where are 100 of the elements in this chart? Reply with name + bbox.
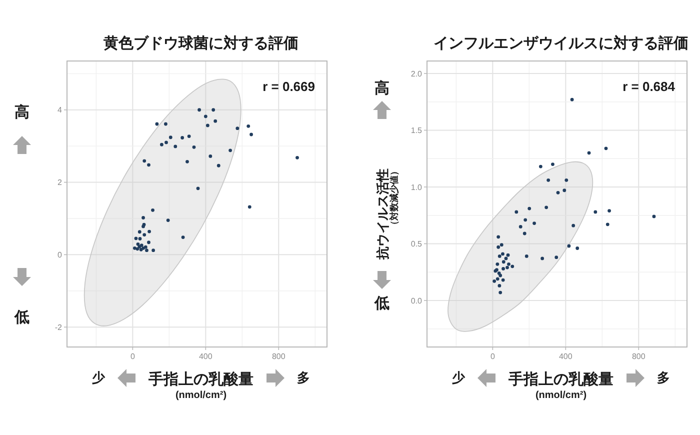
point [498,290,502,294]
text: 多 [657,370,670,385]
annotation: r = 0.669 [262,79,315,94]
point [564,178,568,182]
point [500,243,504,247]
point [138,230,142,234]
annotation: r = 0.684 [622,79,676,94]
point [522,232,526,236]
x-tick-label: 0 [490,352,496,361]
x-tick-label: 800 [632,352,646,361]
point [186,160,189,164]
point [496,277,500,281]
y-tick-label: 1.0 [410,182,423,192]
chart-title: インフルエンザウイルスに対する評価 [434,34,688,52]
y-tick-label: 0 [58,250,63,260]
y-tick-label: 2.0 [410,69,423,78]
point [507,262,510,266]
point [212,108,216,112]
text: 低 [14,309,30,326]
y-tick-label: -2 [54,322,63,332]
point [501,278,505,282]
x-tick-label: 0 [130,352,136,361]
point [142,246,145,250]
point [572,224,576,228]
point [151,208,154,212]
point [498,254,502,258]
y-tick-label: 1.5 [410,126,423,136]
point [551,162,554,166]
text: 低 [374,295,390,312]
y-tick-label: 0.5 [410,240,423,249]
point [181,236,185,240]
point [504,256,508,260]
point [134,236,138,240]
point [510,264,514,268]
point [164,140,168,144]
point [180,136,184,140]
point [206,124,210,128]
point [160,142,164,146]
point [518,225,522,228]
point [556,190,560,194]
y-tick-label: 2 [58,178,63,188]
point [147,240,150,244]
text: 高 [14,103,30,121]
point [502,266,505,270]
point [236,126,240,130]
point [174,144,178,148]
text: 少 [91,370,106,385]
point [198,108,201,112]
point [528,206,532,210]
point [228,148,232,152]
point [166,218,170,222]
point [608,209,611,213]
point [246,124,250,128]
point [498,284,502,288]
point [567,244,571,248]
point [496,235,500,239]
point [546,178,550,182]
point [506,253,510,257]
point [214,119,218,123]
point [192,145,196,149]
point [532,222,536,225]
point [204,114,208,118]
point [208,154,212,158]
point [148,230,151,234]
point [652,214,656,218]
text: 多 [297,370,310,385]
text: 高 [374,79,390,97]
x-tick-label: 800 [272,352,286,361]
y-tick-label: 0.0 [410,296,423,306]
chart-title: 黄色ブドウ球菌に対する評価 [102,34,298,52]
x-axis-title: 手指上の乳酸量 (nmol/cm²) [508,371,614,401]
point [142,159,146,163]
x-tick-label: 400 [558,352,573,361]
y-axis-title: 抗ウイルス活性（対数減少値） [375,166,399,260]
point [496,245,500,249]
point [524,218,528,222]
point [514,210,518,214]
point [492,279,496,283]
point [216,164,220,168]
point [155,122,159,126]
point [132,246,136,250]
point [296,156,299,160]
point [606,222,610,226]
point [576,246,580,250]
point [594,210,598,214]
text: 少 [451,370,466,385]
point [496,262,500,266]
x-axis-title: 手指上の乳酸量 (nmol/cm²) [148,371,254,401]
point [152,248,155,252]
x-tick-label: 400 [198,352,213,361]
point [196,186,200,190]
point [248,205,252,209]
point [164,122,168,126]
point [187,134,191,138]
point [538,164,542,168]
point [136,242,140,246]
point [502,260,506,264]
point [250,132,253,136]
point [138,237,142,240]
point [501,252,504,256]
